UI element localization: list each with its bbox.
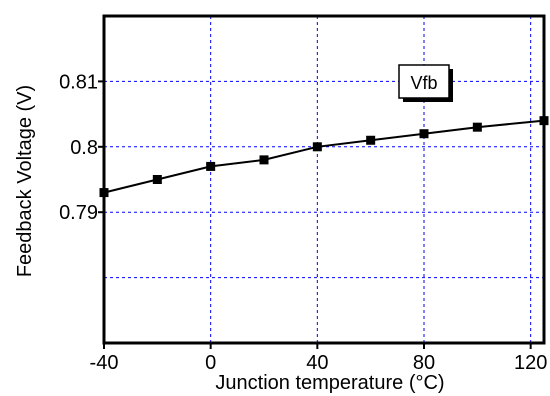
legend: Vfb xyxy=(398,64,453,102)
series-layer xyxy=(99,116,549,198)
data-point xyxy=(419,129,429,139)
data-point xyxy=(206,161,216,171)
plot-frame xyxy=(102,14,546,345)
x-tick-label: 0 xyxy=(205,352,216,374)
data-point xyxy=(152,175,162,184)
data-point xyxy=(366,135,376,145)
y-tick-label: 0.79 xyxy=(59,202,98,224)
x-tick-label: -40 xyxy=(90,352,119,374)
y-tick-label: 0.81 xyxy=(59,71,98,93)
x-axis-ticks: -40 0 40 80 120 xyxy=(90,343,547,374)
data-point xyxy=(259,155,269,165)
grid-lines xyxy=(104,16,544,343)
x-tick-label: 40 xyxy=(306,352,328,374)
x-tick-label: 120 xyxy=(514,352,547,374)
x-tick-label: 80 xyxy=(413,352,435,374)
data-point xyxy=(472,122,482,132)
y-axis-title: Feedback Voltage (V) xyxy=(14,85,36,277)
y-tick-label: 0.8 xyxy=(70,137,98,159)
legend-box xyxy=(398,64,450,99)
legend-label: Vfb xyxy=(410,73,437,93)
data-point xyxy=(312,142,322,152)
x-axis-title: Junction temperature (°C) xyxy=(215,372,444,394)
y-axis-ticks: 0.79 0.8 0.81 xyxy=(59,71,104,224)
